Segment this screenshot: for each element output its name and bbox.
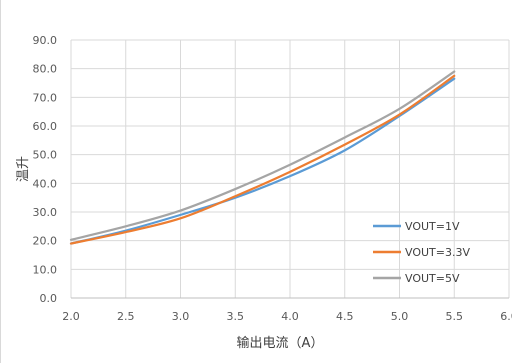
series-lines xyxy=(69,70,456,245)
legend-label: VOUT=1V xyxy=(405,220,460,233)
x-tick-label: 5.0 xyxy=(391,310,409,323)
y-tick-label: 60.0 xyxy=(33,120,58,133)
series-line-3 xyxy=(69,70,456,241)
series-line-2 xyxy=(69,74,456,245)
y-tick-label: 30.0 xyxy=(33,206,58,219)
y-axis-title: 温升 xyxy=(16,156,31,182)
legend-label: VOUT=3.3V xyxy=(405,246,470,259)
x-tick-label: 5.5 xyxy=(446,310,464,323)
x-axis-title: 输出电流（A） xyxy=(237,335,324,351)
x-tick-label: 3.0 xyxy=(172,310,190,323)
x-tick-label: 6.0 xyxy=(500,310,512,323)
x-tick-label: 3.5 xyxy=(227,310,245,323)
y-tick-label: 70.0 xyxy=(33,91,58,104)
y-tick-label: 50.0 xyxy=(33,149,58,162)
legend-label: VOUT=5V xyxy=(405,272,460,285)
tick-labels: 0.0 10.0 20.0 30.0 40.0 50.0 60.0 70.0 80.0 90.0 2… xyxy=(33,34,512,323)
gridlines xyxy=(71,39,510,298)
x-tick-label: 4.5 xyxy=(336,310,354,323)
series-line-1 xyxy=(69,77,456,245)
axes xyxy=(70,40,509,299)
legend: VOUT=1V VOUT=3.3V VOUT=5V xyxy=(373,220,470,285)
x-tick-label: 2.5 xyxy=(117,310,135,323)
y-tick-label: 10.0 xyxy=(33,263,58,276)
y-tick-label: 90.0 xyxy=(33,34,58,47)
x-tick-label: 4.0 xyxy=(281,310,299,323)
y-tick-label: 40.0 xyxy=(33,177,58,190)
x-tick-label: 2.0 xyxy=(62,310,80,323)
y-tick-label: 20.0 xyxy=(33,235,58,248)
y-tick-label: 80.0 xyxy=(33,63,58,76)
y-tick-label: 0.0 xyxy=(40,292,58,305)
